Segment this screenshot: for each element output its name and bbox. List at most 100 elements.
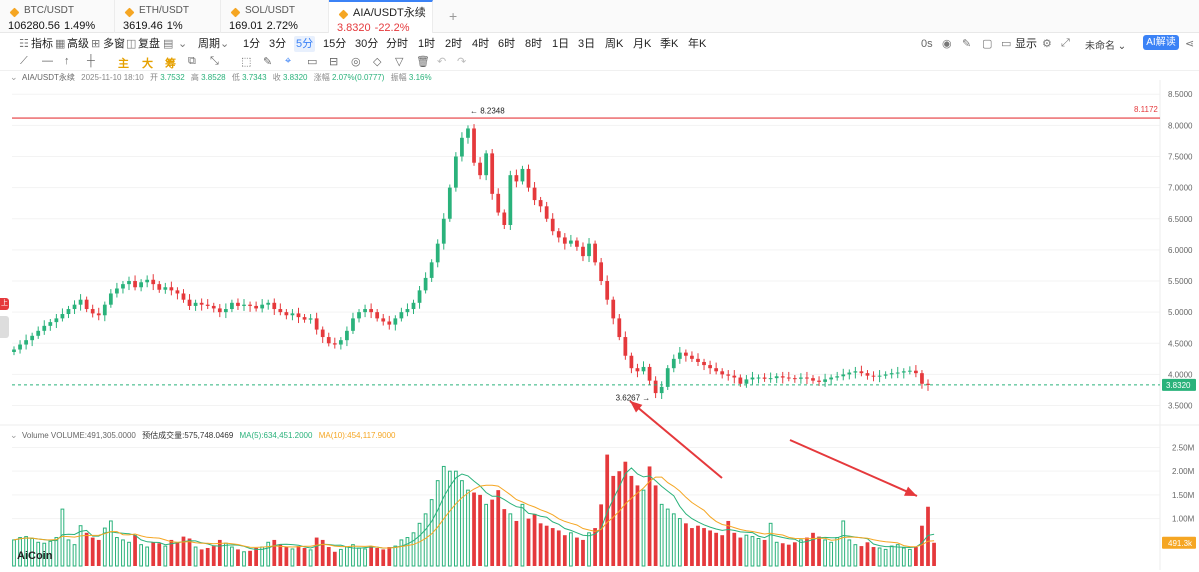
- candle-body: [326, 337, 331, 344]
- candle-body: [671, 358, 676, 369]
- interval-year[interactable]: 年K: [688, 38, 707, 50]
- indicators-button[interactable]: 指标: [31, 38, 53, 50]
- fullscreen-icon[interactable]: ⤢: [1061, 37, 1070, 49]
- interval-4h[interactable]: 4时: [472, 38, 490, 50]
- candle-body: [587, 243, 591, 257]
- volume-bar: [835, 537, 840, 567]
- volume-bar: [242, 551, 246, 567]
- settings-icon[interactable]: ⚙: [1042, 38, 1052, 50]
- price-tick-label: 4.5000: [1168, 339, 1193, 348]
- interval-1m[interactable]: 1分: [243, 38, 261, 50]
- note-icon[interactable]: ▢: [982, 38, 993, 50]
- collapse-chevron-icon[interactable]: ⌄: [10, 72, 18, 82]
- add-tab-icon[interactable]: +: [449, 8, 458, 24]
- pencil-tool-icon[interactable]: ✎: [263, 56, 273, 68]
- interval-month[interactable]: 月K: [633, 38, 652, 50]
- countdown-label: 0s: [921, 38, 933, 50]
- interval-1d[interactable]: 1日: [552, 38, 570, 50]
- volume-bar: [508, 513, 513, 567]
- eye-tool-icon[interactable]: ◎: [351, 56, 361, 68]
- price-tick-label: 8.5000: [1168, 90, 1193, 99]
- replay-button[interactable]: 复盘: [138, 38, 160, 50]
- trendline-tool-icon[interactable]: ⟋: [20, 55, 28, 67]
- volume-bar: [36, 541, 41, 567]
- ray-tool-icon[interactable]: ↑: [64, 55, 70, 67]
- tab-eth-usdt[interactable]: ETH/USDT 3619.46 1%: [115, 0, 221, 33]
- interval-3d[interactable]: 3日: [578, 38, 596, 50]
- volume-bar: [169, 539, 174, 566]
- ruler-tool-icon[interactable]: ▭: [307, 56, 318, 68]
- camera-icon[interactable]: ◉: [942, 38, 952, 50]
- magnet-tool-icon[interactable]: ⌖: [285, 55, 292, 67]
- period-button[interactable]: 周期: [198, 38, 220, 50]
- main-chart-toggle[interactable]: 主: [118, 58, 129, 70]
- layout-name-dropdown[interactable]: 未命名 ⌄: [1085, 41, 1127, 52]
- volume-bar: [133, 535, 137, 566]
- candle-body: [732, 375, 737, 378]
- layers-tool-icon[interactable]: ⧉: [188, 55, 196, 67]
- side-panel-handle[interactable]: [0, 316, 9, 338]
- candle-body: [799, 377, 803, 379]
- change-value: 2.07%(0.0777): [331, 73, 385, 82]
- layout-icon[interactable]: ▤: [163, 38, 174, 50]
- interval-15m[interactable]: 15分: [323, 38, 347, 50]
- tab-btc-usdt[interactable]: BTC/USDT 106280.56 1.49%: [0, 0, 115, 33]
- candle-body: [48, 322, 53, 326]
- edit-icon[interactable]: ✎: [962, 38, 972, 50]
- interval-quarter[interactable]: 季K: [660, 38, 679, 50]
- volume-ma10: MA(10):454,117.9000: [318, 431, 396, 440]
- volume-bar: [466, 489, 470, 567]
- candlestick-series: [12, 124, 930, 400]
- price-tick-label: 6.0000: [1168, 246, 1193, 255]
- volume-bar: [587, 532, 591, 567]
- crosshair-tool-icon[interactable]: ┼: [87, 55, 95, 67]
- current-volume-tag: [1162, 536, 1196, 549]
- interval-1h[interactable]: 1时: [418, 38, 436, 50]
- big-order-toggle[interactable]: 大: [142, 58, 153, 70]
- candle-body: [562, 237, 567, 244]
- collapse-chevron-icon[interactable]: ⌄: [10, 430, 18, 440]
- interval-3m[interactable]: 3分: [269, 38, 287, 50]
- interval-2h[interactable]: 2时: [445, 38, 463, 50]
- hline-tool-icon[interactable]: —: [42, 55, 53, 67]
- candle-body: [157, 284, 162, 290]
- interval-8h[interactable]: 8时: [525, 38, 543, 50]
- tab-price: 3619.46: [123, 20, 163, 32]
- volume-bar: [496, 490, 501, 566]
- redo-icon[interactable]: ↷: [457, 56, 467, 68]
- candle-body: [472, 128, 476, 163]
- display-button[interactable]: 显示: [1015, 38, 1037, 50]
- ai-analysis-button[interactable]: AI解读: [1143, 35, 1179, 50]
- side-flag[interactable]: 上: [0, 298, 9, 310]
- filter-tool-icon[interactable]: ▽: [395, 56, 404, 68]
- chevron-down-icon[interactable]: ⌄: [220, 38, 230, 50]
- delete-tool-icon[interactable]: 🗑: [416, 56, 430, 68]
- candle-body: [332, 343, 337, 345]
- candle-body: [345, 330, 349, 341]
- interval-30m[interactable]: 30分: [355, 38, 379, 50]
- share-icon[interactable]: ⋖: [1185, 38, 1195, 50]
- interval-week[interactable]: 周K: [605, 38, 624, 50]
- interval-6h[interactable]: 6时: [498, 38, 516, 50]
- undo-icon[interactable]: ↶: [437, 56, 447, 68]
- lock-tool-icon[interactable]: ⊟: [329, 56, 339, 68]
- chips-toggle[interactable]: 筹: [165, 58, 176, 70]
- select-tool-icon[interactable]: ⬚: [241, 56, 252, 68]
- tab-sol-usdt[interactable]: SOL/USDT 169.01 2.72%: [221, 0, 329, 33]
- interval-5m[interactable]: 5分: [294, 36, 316, 52]
- multi-window-button[interactable]: 多窗: [103, 38, 125, 50]
- tag-tool-icon[interactable]: ◇: [373, 56, 382, 68]
- advanced-button[interactable]: 高级: [67, 38, 89, 50]
- candle-body: [254, 305, 258, 309]
- tab-aia-usdt-perp[interactable]: AIA/USDT永续 3.8320 -22.2%: [329, 0, 433, 34]
- volume-tick-label: 2.00M: [1172, 467, 1195, 476]
- interval-timeline[interactable]: 分时: [386, 38, 408, 50]
- link-tool-icon[interactable]: ⤡: [210, 55, 219, 67]
- chevron-down-icon[interactable]: ⌄: [178, 38, 188, 50]
- volume-bar: [78, 525, 83, 567]
- candle-body: [623, 337, 628, 356]
- candle-body: [877, 375, 882, 377]
- current-price-label: 3.8320: [1166, 381, 1191, 390]
- volume-bar: [780, 543, 785, 566]
